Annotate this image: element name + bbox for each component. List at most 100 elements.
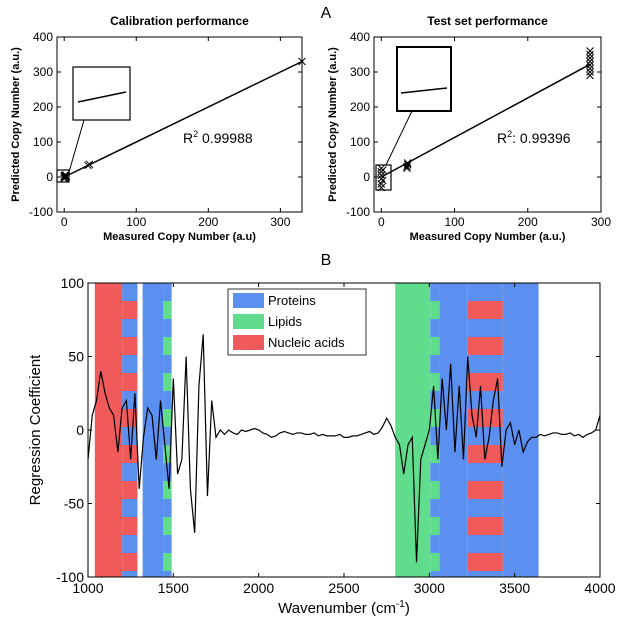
fit-line — [380, 63, 591, 178]
data-point — [586, 50, 594, 59]
region-stripe — [467, 409, 503, 427]
annotation-value: : 0.99396 — [512, 130, 571, 146]
region-stripe — [122, 535, 138, 553]
region-stripe — [467, 373, 503, 391]
inset-box — [396, 46, 452, 112]
region-stripe — [430, 499, 440, 517]
plot-frame — [56, 36, 303, 213]
panel-label: B — [321, 252, 332, 269]
x-tick-label: 100 — [445, 215, 465, 229]
region-stripe — [163, 571, 172, 577]
data-point — [378, 166, 387, 174]
annotation-r: R — [497, 130, 507, 146]
annotation: R2: 0.99396 — [497, 129, 571, 146]
region-stripe — [430, 319, 440, 337]
legend-label: Proteins — [268, 293, 316, 308]
region-stripe — [163, 499, 172, 517]
x-tick-label: 0 — [378, 215, 385, 229]
region-stripe — [163, 319, 172, 337]
region-stripe — [467, 481, 503, 499]
fit-line — [63, 60, 303, 178]
region-stripe — [430, 571, 440, 577]
y-tick-label: 200 — [350, 100, 370, 114]
region-band — [395, 283, 431, 577]
region-stripe — [163, 445, 172, 463]
annotation-value: 0.99988 — [198, 130, 253, 146]
data-point — [377, 171, 386, 180]
region-stripe — [430, 445, 440, 463]
region-stripe — [163, 535, 172, 553]
x-tick-label: 1500 — [158, 580, 189, 596]
inset-fit — [400, 87, 448, 94]
y-axis-label: Predicted Copy Number (a.u.) — [10, 47, 22, 202]
y-tick-label: 300 — [33, 65, 53, 79]
spectrum-line — [87, 334, 601, 563]
region-stripe — [163, 427, 172, 445]
plot-frame — [373, 36, 602, 213]
x-tick-label: 200 — [198, 215, 218, 229]
y-tick-label: 100 — [61, 275, 85, 291]
x-tick-label: 2500 — [328, 580, 359, 596]
region-stripe — [467, 337, 503, 355]
region-stripe — [163, 391, 172, 409]
region-stripe — [122, 463, 138, 481]
region-stripe — [430, 481, 440, 499]
x-tick-label: 300 — [270, 215, 290, 229]
y-tick-label: 200 — [33, 100, 53, 114]
zoom-box — [375, 164, 392, 191]
inset-decoration — [56, 46, 452, 191]
x-axis-label: Measured Copy Number (a.u) — [103, 231, 256, 243]
region-band — [94, 283, 123, 577]
region-stripe — [467, 535, 503, 553]
region-stripe — [163, 409, 172, 427]
x-axis-label-tail: ) — [405, 600, 410, 617]
data-point — [85, 160, 94, 169]
region-stripe — [163, 553, 172, 571]
data-point — [586, 61, 594, 69]
annotation-sup: 2 — [193, 129, 198, 139]
region-stripe — [163, 283, 172, 301]
region-stripe — [467, 319, 503, 337]
region-band — [502, 283, 539, 577]
zoom-connector — [68, 119, 85, 173]
panel-label: A — [321, 5, 332, 22]
legend-label: Nucleic acids — [268, 335, 345, 350]
y-axis-label: Predicted Copy Number (a.u.) — [327, 47, 339, 202]
region-stripe — [430, 373, 440, 391]
region-stripe — [467, 355, 503, 373]
data-point — [586, 71, 594, 80]
data-point — [586, 47, 594, 55]
region-stripe — [467, 427, 503, 445]
data-point — [403, 160, 412, 169]
y-tick-label: -100 — [346, 205, 370, 219]
region-stripe — [430, 553, 440, 571]
y-tick-label: -50 — [64, 495, 84, 511]
region-stripe — [467, 571, 503, 577]
data-point — [586, 68, 594, 76]
region-stripe — [122, 427, 138, 445]
y-tick-label: 0 — [76, 422, 84, 438]
y-tick-label: -100 — [56, 569, 84, 585]
region-stripe — [122, 301, 138, 319]
x-axis-label: Measured Copy Number (a.u.) — [410, 231, 566, 243]
region-stripe — [430, 301, 440, 319]
legend-label: Lipids — [268, 314, 302, 329]
region-stripe — [163, 301, 172, 319]
region-stripe — [122, 373, 138, 391]
x-tick-label: 3500 — [499, 580, 530, 596]
region-stripe — [467, 553, 503, 571]
region-stripe — [430, 517, 440, 535]
region-stripe — [163, 481, 172, 499]
region-stripe — [467, 301, 503, 319]
y-tick-label: -100 — [29, 205, 53, 219]
y-tick-label: 50 — [68, 348, 84, 364]
x-tick-label: 300 — [591, 215, 611, 229]
region-stripe — [430, 283, 440, 301]
region-stripe — [467, 283, 503, 301]
legend-swatch — [233, 293, 264, 308]
y-tick-label: 300 — [350, 65, 370, 79]
region-stripe — [467, 391, 503, 409]
x-axis-label: Wavenumber (cm-1) — [278, 599, 410, 617]
x-tick-label: 2000 — [243, 580, 274, 596]
